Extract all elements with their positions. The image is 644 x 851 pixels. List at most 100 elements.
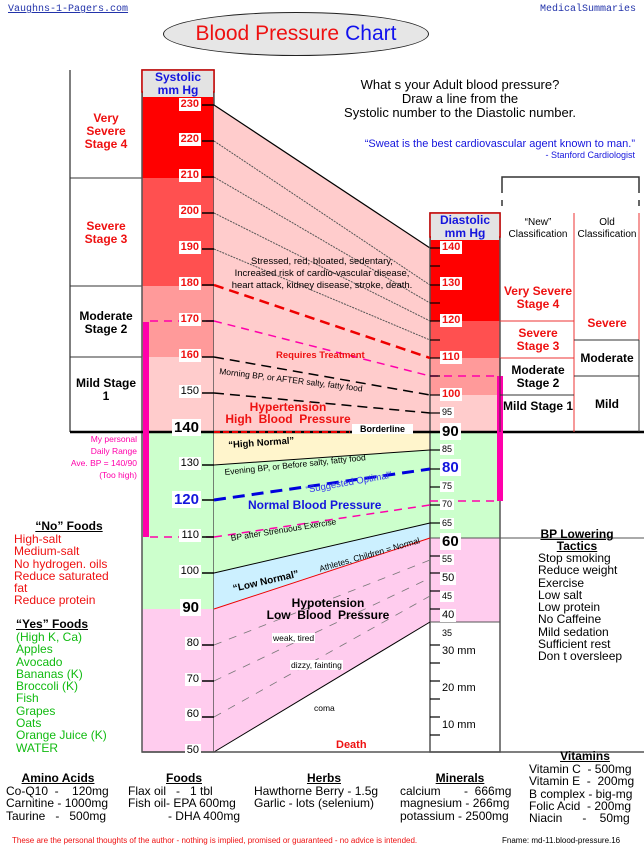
list-item: No Caffeine — [538, 612, 602, 627]
list-item: Medium-salt — [14, 544, 80, 559]
systolic-tick-110: 110 — [179, 528, 201, 542]
bp-tactics-section: BP Lowering Tactics Stop smoking Reduce w… — [538, 528, 644, 663]
diastolic-tick-35: 35 — [440, 627, 455, 639]
disclaimer: These are the personal thoughts of the a… — [12, 836, 418, 845]
list-item: (High K, Ca) — [16, 630, 83, 644]
systolic-tick-180: 180 — [178, 277, 201, 291]
personal-range-line4: (Too high) — [99, 470, 137, 480]
instructions: What s your Adult blood pressure? Draw a… — [320, 78, 600, 120]
systolic-tick-80: 80 — [184, 636, 201, 650]
quote: “Sweat is the best cardiovascular agent … — [325, 138, 635, 160]
personal-range-line3: Ave. BP = 140/90 — [70, 458, 137, 468]
diastolic-tick-130: 130 — [440, 277, 463, 291]
page-title: Blood Pressure Chart — [163, 12, 429, 56]
diastolic-header-line1: Diastolic — [439, 213, 490, 227]
list-item: Vitamin C - 500mg — [529, 762, 632, 776]
diastolic-header-line2: mm Hg — [444, 226, 486, 240]
diastolic-tick-80: 80 — [440, 459, 461, 477]
systolic-tick-220: 220 — [178, 133, 201, 147]
list-item: Sufficient rest — [538, 637, 611, 652]
systolic-tick-150: 150 — [178, 385, 201, 399]
list-item: Carnitine - 1000mg — [6, 796, 109, 811]
foods-title: Foods — [166, 771, 202, 785]
list-item: - DHA 400mg — [167, 808, 240, 823]
hypotension-title-line1: Hypotension — [291, 596, 365, 610]
hypertension-title: Hypertension High Blood Pressure — [218, 401, 358, 425]
list-item: Exercise — [538, 575, 585, 590]
yes-foods-list: (High K, Ca) Apples Avocado Bananas (K) Broc… — [16, 631, 136, 754]
minerals-title: Minerals — [435, 771, 485, 785]
no-foods-section: “No” Foods High-salt Medium-salt No hydrog… — [14, 519, 124, 607]
bp-tactics-title-line1: BP Lowering — [540, 527, 614, 541]
hypertension-title-line2: High Blood Pressure — [225, 412, 351, 426]
systolic-header-line1: Systolic — [154, 70, 202, 84]
quote-text: “Sweat is the best cardiovascular agent … — [364, 138, 635, 150]
weak-tired-label: weak, tired — [272, 633, 316, 643]
filename: Fname: md-11.blood-pressure.16 — [502, 836, 621, 845]
site-link[interactable]: Vaughns-1-Pagers.com — [8, 4, 129, 15]
list-item: Fish — [16, 691, 39, 706]
list-item: Reduce saturated fat — [14, 568, 109, 596]
diastolic-tick-120: 120 — [440, 314, 463, 328]
list-item: Orange Juice (K) — [16, 728, 107, 743]
normal-bp-label: Normal Blood Pressure — [248, 498, 382, 512]
vitamins-list: Vitamin C - 500mg Vitamin E - 200mg B comp… — [529, 762, 641, 825]
diastolic-tick-110: 110 — [440, 350, 462, 364]
vitamins-section: Vitamins Vitamin C - 500mg Vitamin E - 20… — [529, 749, 641, 824]
coma-label: coma — [314, 703, 335, 713]
diastolic-tick-70: 70 — [440, 499, 455, 511]
systolic-tick-160: 160 — [178, 349, 201, 363]
diastolic-tick-85: 85 — [440, 443, 455, 455]
yes-foods-title: “Yes” Foods — [16, 617, 89, 631]
list-item: Stop smoking — [538, 551, 611, 565]
list-item: Folic Acid - 200mg — [529, 798, 632, 813]
list-item: Hawthorne Berry - 1.5g — [254, 784, 379, 798]
diastolic-tick-20: 20 mm — [442, 682, 476, 695]
diastolic-tick-75: 75 — [440, 480, 455, 492]
amino-acids-section: Amino Acids Co-Q10 - 120mg Carnitine - 10… — [6, 771, 110, 822]
personal-range-line1: My personal — [90, 434, 137, 444]
systolic-tick-90: 90 — [180, 598, 201, 616]
minerals-section: Minerals calcium - 666mg magnesium - 266m… — [400, 771, 520, 822]
diastolic-tick-95: 95 — [440, 407, 455, 419]
list-item: Mild sedation — [538, 624, 609, 639]
systolic-tick-130: 130 — [178, 456, 201, 470]
systolic-header: Systolic mm Hg — [143, 71, 213, 97]
hypertension-description: Stressed, red, bloated, sedentary, Incre… — [222, 256, 422, 292]
systolic-tick-140: 140 — [171, 418, 201, 436]
foods-section: Foods Flax oil - 1 tbl Fish oil- EPA 600m… — [128, 771, 240, 822]
list-item: Reduce weight — [538, 563, 618, 578]
diastolic-tick-65: 65 — [440, 517, 455, 529]
systolic-tick-190: 190 — [178, 241, 201, 255]
diastolic-header: Diastolic mm Hg — [431, 214, 499, 240]
diastolic-tick-60: 60 — [440, 532, 461, 550]
list-item: Reduce protein — [14, 593, 96, 608]
systolic-tick-60: 60 — [184, 708, 201, 722]
list-item: Don t oversleep — [538, 649, 623, 664]
hypotension-title: Hypotension Low Blood Pressure — [258, 597, 398, 621]
list-item: WATER — [16, 740, 58, 755]
list-item: Broccoli (K) — [16, 679, 79, 694]
instructions-line3: Systolic number to the Diastolic number. — [344, 105, 576, 120]
new-classification-header: “New” Classification — [508, 217, 568, 240]
list-item: Flax oil - 1 tbl — [128, 784, 213, 798]
herbs-list: Hawthorne Berry - 1.5g Garlic - lots (sel… — [254, 785, 394, 810]
list-item: Vitamin E - 200mg — [529, 774, 635, 789]
list-item: Garlic - lots (selenium) — [254, 796, 375, 811]
systolic-tick-70: 70 — [184, 672, 201, 686]
title-part1: Blood Pressure — [195, 22, 340, 45]
list-item: magnesium - 266mg — [400, 796, 510, 811]
old-classification-header: Old Classification — [577, 217, 637, 240]
list-item: Low salt — [538, 587, 583, 602]
list-item: Bananas (K) — [16, 666, 83, 681]
list-item: Oats — [16, 716, 42, 731]
list-item: Taurine - 500mg — [6, 808, 107, 823]
systolic-tick-210: 210 — [178, 169, 201, 183]
list-item: Avocado — [16, 654, 63, 669]
instructions-line2: Draw a line from the — [401, 91, 519, 106]
hypertension-desc-line2: Increased risk of cardio-vascular diseas… — [234, 268, 410, 279]
hypotension-title-line2: Low Blood Pressure — [266, 608, 390, 622]
requires-treatment-label: Requires Treatment — [276, 350, 365, 361]
diastolic-tick-50: 50 — [440, 571, 457, 585]
list-item: potassium - 2500mg — [400, 808, 509, 823]
